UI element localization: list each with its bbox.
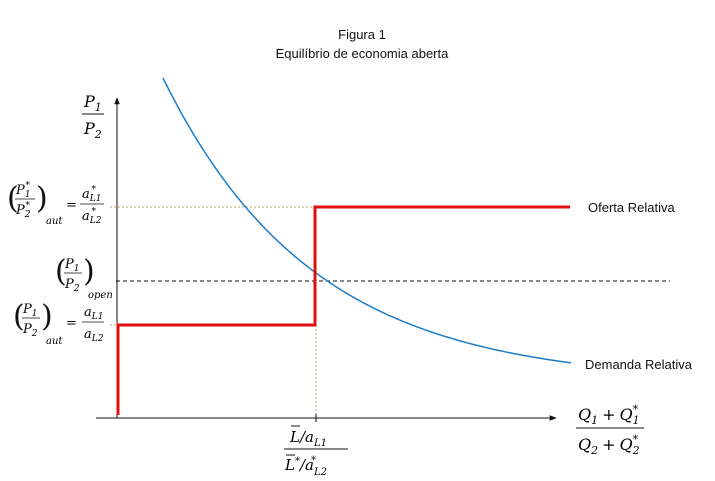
svg-text:): ) bbox=[36, 181, 48, 216]
relative-supply-label: Oferta Relativa bbox=[588, 200, 675, 215]
svg-text:P2: P2 bbox=[22, 322, 38, 339]
svg-text:P1: P1 bbox=[83, 92, 102, 114]
svg-text:aL2*: aL2* bbox=[82, 207, 102, 226]
relative-supply-curve bbox=[116, 205, 570, 415]
svg-text:): ) bbox=[83, 254, 95, 289]
x-axis-label: Q1 + Q1* Q2 + Q2* bbox=[576, 403, 644, 457]
svg-text:P2: P2 bbox=[64, 277, 80, 294]
svg-text:P2*: P2* bbox=[15, 201, 31, 220]
svg-text:open: open bbox=[88, 290, 113, 301]
svg-text:Q1+Q1*: Q1 + Q1* bbox=[578, 403, 640, 427]
foreign-autarky-price-label: ( P1* P2* ) aut = aL1* aL2* bbox=[7, 181, 104, 227]
svg-text:=: = bbox=[66, 198, 77, 213]
x-tick-label: L/aL1 L*/aL2* bbox=[284, 425, 348, 478]
svg-text:P1: P1 bbox=[64, 257, 79, 274]
svg-text:aL2: aL2 bbox=[84, 327, 104, 344]
svg-text:(: ( bbox=[7, 181, 19, 216]
svg-text:=: = bbox=[66, 316, 77, 331]
svg-text:P1*: P1* bbox=[15, 181, 30, 200]
figure-subtitle: Equilíbrio de economia aberta bbox=[275, 46, 449, 61]
svg-text:): ) bbox=[41, 299, 53, 334]
svg-text:aL1*: aL1* bbox=[82, 185, 101, 204]
home-autarky-price-label: ( P1 P2 ) aut = aL1 aL2 bbox=[13, 299, 104, 347]
svg-text:aL1: aL1 bbox=[84, 305, 103, 322]
y-axis-label: P1 P2 bbox=[82, 92, 104, 141]
open-economy-price-label: ( P1 P2 ) open bbox=[55, 254, 113, 301]
svg-text:aut: aut bbox=[46, 216, 63, 227]
svg-text:(: ( bbox=[55, 254, 67, 289]
svg-text:aut: aut bbox=[46, 336, 63, 347]
relative-demand-label: Demanda Relativa bbox=[585, 357, 693, 372]
svg-text:L*/aL2*: L*/aL2* bbox=[284, 455, 327, 478]
svg-text:P1: P1 bbox=[22, 302, 37, 319]
svg-text:Q2+Q2*: Q2 + Q2* bbox=[578, 433, 640, 457]
svg-text:(: ( bbox=[13, 299, 25, 334]
relative-demand-curve bbox=[162, 77, 572, 364]
svg-text:L/aL1: L/aL1 bbox=[289, 428, 327, 449]
svg-text:P2: P2 bbox=[83, 119, 102, 141]
figure-title: Figura 1 bbox=[338, 27, 386, 42]
